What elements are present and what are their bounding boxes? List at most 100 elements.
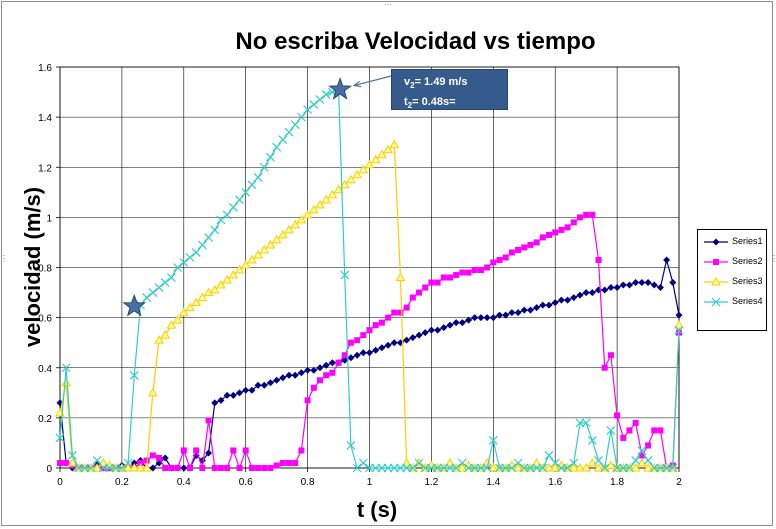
series-4-point <box>179 258 189 267</box>
series-3-point <box>630 462 641 472</box>
series-1-point <box>514 309 522 317</box>
series-1-point <box>520 306 528 314</box>
annotation-line-2: t2= 0.48s= <box>404 96 456 111</box>
series-3-point <box>636 457 647 467</box>
series-1-point <box>372 346 380 354</box>
series-4-point <box>563 463 573 473</box>
star-marker <box>122 293 147 317</box>
resize-handle-top[interactable]: … <box>384 0 392 7</box>
series-2-point <box>347 339 354 346</box>
series-2-point <box>632 419 639 426</box>
resize-handle-left[interactable]: ⋮ <box>0 254 8 263</box>
series-4-point <box>451 463 461 473</box>
series-2-point <box>298 447 305 454</box>
series-1-point <box>149 464 157 472</box>
series-4-point <box>402 463 412 473</box>
series-1-point <box>427 326 435 334</box>
legend-point <box>712 238 720 246</box>
series-1-point <box>656 284 664 292</box>
series-3-point <box>277 229 288 239</box>
series-3-point <box>240 259 251 269</box>
series-1-point <box>384 341 392 349</box>
series-2-point <box>273 462 280 469</box>
series-1-point <box>359 349 367 357</box>
series-3-point <box>321 194 332 204</box>
x-tick-label: 0.2 <box>115 477 129 488</box>
series-3-point <box>370 154 381 164</box>
series-3-point <box>389 139 400 149</box>
series-2-point <box>57 459 63 466</box>
series-1-point <box>93 459 101 467</box>
series-4-point <box>61 363 71 373</box>
y-tick-label: 0.2 <box>38 414 52 425</box>
x-tick-label: 1.4 <box>486 477 500 488</box>
series-4-point <box>445 463 455 473</box>
x-tick-label: 1 <box>367 477 373 488</box>
series-1-point <box>161 454 169 462</box>
resize-handle-right[interactable]: ⋮ <box>770 254 776 263</box>
series-3-point <box>339 179 350 189</box>
series-3-point <box>575 462 585 472</box>
series-1-point <box>557 296 565 304</box>
series-4-point <box>272 142 282 152</box>
series-1-point <box>619 281 627 289</box>
resize-handle-bottom[interactable]: … <box>384 519 392 528</box>
series-1-point <box>403 336 411 344</box>
series-4-point <box>235 195 244 205</box>
series-4-point <box>253 172 263 182</box>
series-1-point <box>328 359 336 367</box>
series-3-point <box>141 462 152 472</box>
series-3-point <box>315 199 325 209</box>
y-tick-label: 1.4 <box>38 113 52 124</box>
annotation-box: v2= 1.49 m/s t2= 0.48s= <box>391 69 508 110</box>
legend-marker-series4 <box>704 297 728 307</box>
series-1-point <box>229 391 237 399</box>
series-4-point <box>173 263 183 272</box>
series-4-point <box>67 451 77 460</box>
series-4-point <box>569 458 579 468</box>
series-1-point <box>644 279 652 287</box>
series-2-point <box>508 249 515 256</box>
series-1-point <box>266 379 274 387</box>
series-4-point <box>581 418 591 428</box>
series-1-point <box>297 369 305 377</box>
series-3-point <box>222 275 232 284</box>
series-3-point <box>129 462 140 472</box>
series-1-point <box>576 291 584 299</box>
series-4-point <box>309 100 319 110</box>
series-4-point <box>154 283 164 292</box>
series-1-point <box>663 256 671 264</box>
series-4-point <box>476 463 486 473</box>
series-4-point <box>606 425 616 435</box>
series-4-point <box>662 463 672 473</box>
series-4-point <box>594 456 603 465</box>
series-1-point <box>495 311 503 319</box>
series-4-point <box>408 463 418 473</box>
series-1-point <box>446 321 454 329</box>
series-2-point <box>465 269 472 276</box>
series-4-point <box>303 105 313 115</box>
series-2-point <box>416 289 423 296</box>
series-3-point <box>674 320 684 329</box>
series-2-point <box>137 459 144 466</box>
series-4-point <box>544 451 554 460</box>
series-3-point <box>265 239 276 249</box>
series-4-point <box>656 463 665 473</box>
series-2-point <box>186 465 193 471</box>
series-4-point <box>216 215 226 225</box>
series-2-point <box>168 465 175 471</box>
series-4-point <box>197 240 207 250</box>
series-4-point <box>482 463 492 473</box>
series-1-point <box>502 311 510 319</box>
series-2-point <box>211 465 218 471</box>
series-1-point <box>508 309 516 317</box>
series-2-point <box>477 267 484 274</box>
chart-title: No escriba Velocidad vs tiempo <box>235 28 596 55</box>
series-2-point <box>583 211 590 218</box>
series-4-point <box>117 463 127 473</box>
series-4-point <box>296 112 306 122</box>
series-3-point <box>606 460 616 469</box>
series-4-point <box>148 288 158 297</box>
series-2-point <box>180 447 187 454</box>
series-4-point <box>495 463 504 473</box>
